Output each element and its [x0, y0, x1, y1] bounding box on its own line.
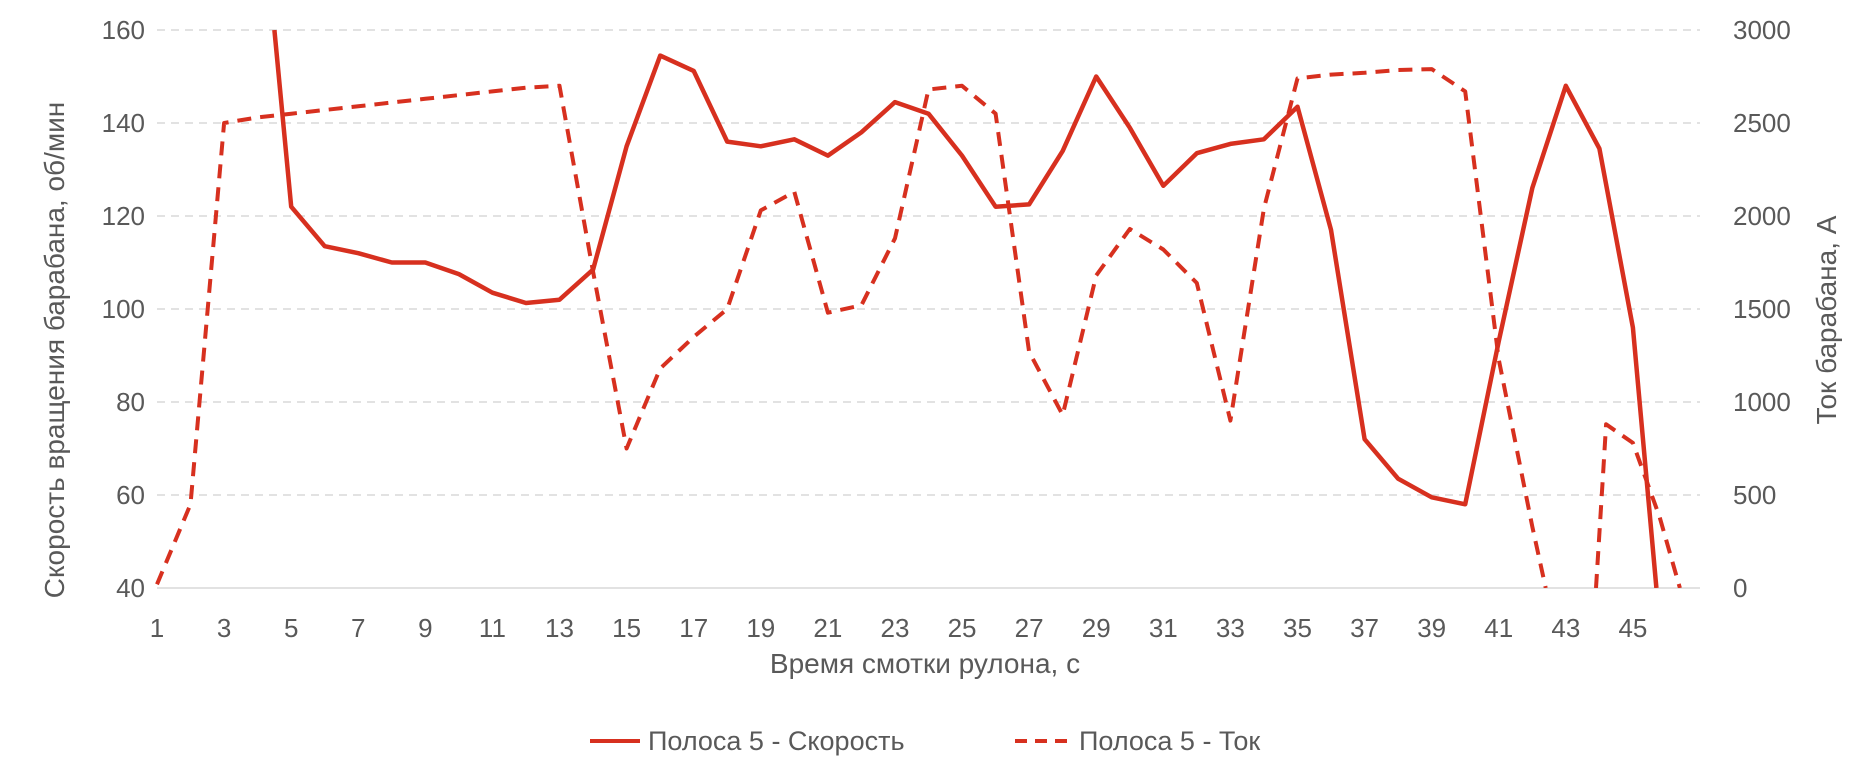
- left-y-tick-label: 100: [102, 294, 145, 324]
- left-y-axis: 40 60 80 100 120 140 160: [102, 15, 145, 603]
- x-tick-label: 43: [1551, 613, 1580, 643]
- right-y-tick-label: 0: [1733, 573, 1747, 603]
- left-y-axis-title: Скорость вращения барабана, об/мин: [39, 102, 70, 598]
- x-tick-label: 37: [1350, 613, 1379, 643]
- x-tick-label: 23: [880, 613, 909, 643]
- series-line-current: [155, 67, 1548, 588]
- x-tick-label: 21: [813, 613, 842, 643]
- left-y-tick-label: 80: [116, 387, 145, 417]
- right-y-tick-label: 2000: [1733, 201, 1791, 231]
- right-y-tick-label: 1500: [1733, 294, 1791, 324]
- x-tick-label: 41: [1484, 613, 1513, 643]
- left-y-tick-label: 160: [102, 15, 145, 45]
- x-tick-label: 31: [1149, 613, 1178, 643]
- left-y-tick-label: 60: [116, 480, 145, 510]
- x-tick-label: 1: [150, 613, 164, 643]
- right-y-tick-label: 2500: [1733, 108, 1791, 138]
- legend-label-current: Полоса 5 - Ток: [1079, 726, 1260, 756]
- x-tick-label: 45: [1618, 613, 1647, 643]
- left-y-tick-label: 40: [116, 573, 145, 603]
- x-tick-label: 7: [351, 613, 365, 643]
- series-line-current: [1594, 422, 1682, 588]
- x-tick-label: 5: [284, 613, 298, 643]
- x-tick-label: 11: [479, 613, 506, 643]
- x-tick-label: 25: [948, 613, 977, 643]
- x-tick-label: 35: [1283, 613, 1312, 643]
- x-axis: 1 3 5 7 9 11 13 15 17 19 21 23 25 27 29 31 33 35 37 39 41 43 4…: [150, 613, 1648, 643]
- legend-label-speed: Полоса 5 - Скорость: [648, 726, 905, 756]
- left-y-tick-label: 120: [102, 201, 145, 231]
- left-y-tick-label: 140: [102, 108, 145, 138]
- legend: Полоса 5 - Скорость Полоса 5 - Ток: [590, 726, 1260, 756]
- x-axis-title: Время смотки рулона, с: [770, 648, 1080, 679]
- right-y-tick-label: 1000: [1733, 387, 1791, 417]
- x-tick-label: 9: [418, 613, 432, 643]
- x-tick-label: 19: [746, 613, 775, 643]
- series-line-speed: [272, 30, 1659, 588]
- x-tick-label: 33: [1216, 613, 1245, 643]
- right-y-axis: 0 500 1000 1500 2000 2500 3000: [1733, 15, 1791, 603]
- plot-area: [155, 30, 1682, 588]
- x-tick-label: 29: [1082, 613, 1111, 643]
- x-tick-label: 3: [217, 613, 231, 643]
- x-tick-label: 15: [612, 613, 641, 643]
- right-y-tick-label: 3000: [1733, 15, 1791, 45]
- right-y-tick-label: 500: [1733, 480, 1776, 510]
- x-tick-label: 17: [679, 613, 708, 643]
- x-tick-label: 13: [545, 613, 574, 643]
- x-tick-label: 27: [1015, 613, 1044, 643]
- x-tick-label: 39: [1417, 613, 1446, 643]
- gridlines: [157, 29, 1700, 589]
- right-y-axis-title: Ток барабана, А: [1811, 215, 1842, 424]
